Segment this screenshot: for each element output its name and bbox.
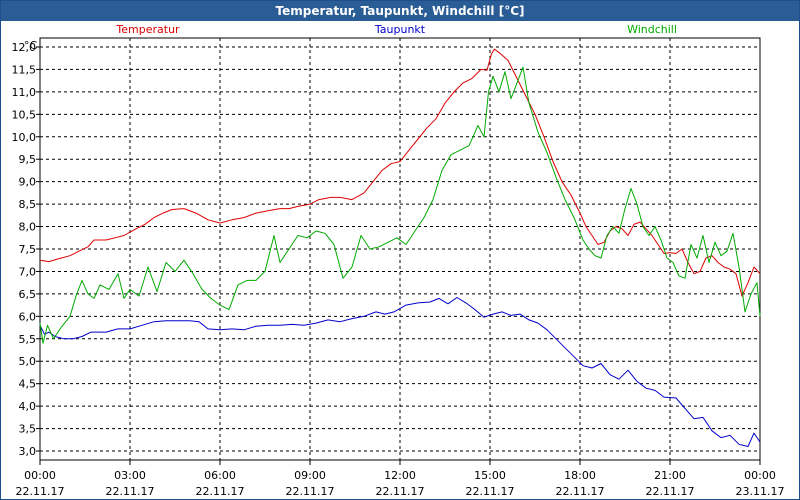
y-tick-label: 5,0 [19,355,37,368]
x-tick-label-time: 12:00 [384,469,416,482]
x-tick-label-time: 03:00 [114,469,146,482]
x-tick-label-date: 22.11.17 [646,485,695,498]
y-tick-label: 9,0 [19,176,37,189]
y-axis-unit-label: °C [24,39,38,52]
y-tick-label: 4,5 [19,378,37,391]
y-tick-label: 11,0 [12,86,37,99]
x-axis: 00:00 22.11.17 03:00 22.11.17 06:00 22.11.17 0… [16,460,785,498]
x-tick-label-time: 00:00 [24,469,56,482]
x-tick-label-time: 18:00 [564,469,596,482]
x-tick-label-time: 06:00 [204,469,236,482]
y-tick-label: 7,5 [19,243,37,256]
x-tick-label-date: 22.11.17 [466,485,515,498]
y-tick-label: 12,0 [12,41,37,54]
series-line-temperatur [39,48,761,297]
x-tick-label-time: 21:00 [654,469,686,482]
x-tick-label-time: 00:00 [744,469,776,482]
y-axis: 3,0 3,5 4,0 4,5 5,0 5,5 6,0 6,5 7,0 7,5 8,0 8,5 9,0 9… [12,39,40,458]
y-tick-label: 3,5 [19,423,37,436]
chart-title: Temperatur, Taupunkt, Windchill [°C] [275,4,525,18]
x-tick-label-date: 22.11.17 [286,485,335,498]
x-tick-label-date: 22.11.17 [376,485,425,498]
y-tick-label: 7,0 [19,265,37,278]
y-tick-label: 9,5 [19,153,37,166]
series-line-windchill [39,66,761,344]
y-tick-label: 6,5 [19,288,37,301]
x-tick-label-time: 15:00 [474,469,506,482]
y-tick-label: 11,5 [12,63,37,76]
y-tick-label: 8,5 [19,198,37,211]
x-tick-label-date: 22.11.17 [16,485,65,498]
y-tick-label: 10,0 [12,131,37,144]
y-tick-label: 3,0 [19,445,37,458]
legend-label-windchill: Windchill [627,23,677,36]
x-tick-label-date: 22.11.17 [106,485,155,498]
x-tick-label-time: 09:00 [294,469,326,482]
series-lines [39,48,761,447]
legend-label-temperatur: Temperatur [115,23,180,36]
legend-label-taupunkt: Taupunkt [374,23,426,36]
y-tick-label: 6,0 [19,310,37,323]
y-tick-label: 10,5 [12,108,37,121]
legend: Temperatur Taupunkt Windchill [115,23,677,36]
y-tick-label: 4,0 [19,400,37,413]
y-tick-label: 8,0 [19,221,37,234]
y-tick-label: 5,5 [19,333,37,346]
x-tick-label-date: 22.11.17 [196,485,245,498]
grid-lines [40,38,760,460]
chart-title-bar: Temperatur, Taupunkt, Windchill [°C] [1,1,799,21]
x-tick-label-date: 23.11.17 [736,485,785,498]
series-line-taupunkt [39,297,761,447]
x-tick-label-date: 22.11.17 [556,485,605,498]
